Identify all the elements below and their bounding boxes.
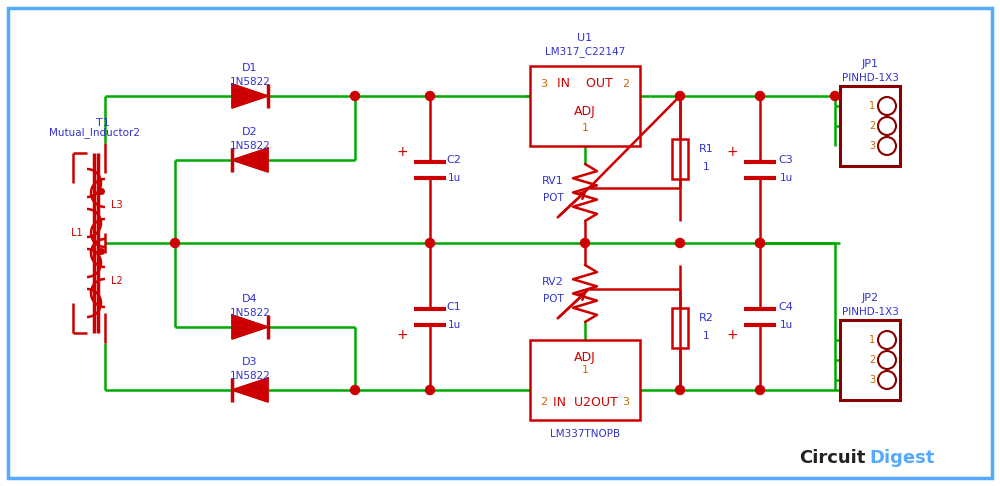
- Text: 1u: 1u: [447, 173, 461, 183]
- Text: RV2: RV2: [542, 277, 564, 287]
- Text: 1N5822: 1N5822: [230, 371, 270, 381]
- Circle shape: [676, 239, 684, 247]
- Circle shape: [426, 91, 434, 101]
- Circle shape: [756, 239, 765, 247]
- Circle shape: [878, 117, 896, 135]
- Circle shape: [351, 91, 360, 101]
- Circle shape: [170, 239, 180, 247]
- Text: Circuit: Circuit: [799, 449, 865, 467]
- Text: +: +: [726, 145, 738, 159]
- Bar: [530, 340, 640, 420]
- Polygon shape: [232, 315, 268, 339]
- Text: RV1: RV1: [542, 176, 564, 186]
- Polygon shape: [232, 148, 268, 172]
- Text: 1N5822: 1N5822: [230, 141, 270, 151]
- Circle shape: [878, 137, 896, 155]
- Text: 2: 2: [869, 121, 875, 131]
- Circle shape: [878, 97, 896, 115]
- Text: 1: 1: [869, 101, 875, 111]
- Text: IN    OUT: IN OUT: [557, 77, 613, 90]
- Polygon shape: [232, 378, 268, 402]
- Text: 2: 2: [622, 79, 630, 89]
- Text: L3: L3: [111, 200, 123, 210]
- Text: C1: C1: [447, 302, 461, 312]
- Circle shape: [351, 385, 360, 395]
- Text: POT: POT: [543, 294, 563, 304]
- Text: R2: R2: [699, 313, 713, 323]
- Text: IN  U2OUT: IN U2OUT: [553, 396, 617, 409]
- Text: ADJ: ADJ: [574, 351, 596, 364]
- Text: 3: 3: [540, 79, 548, 89]
- Text: JP2: JP2: [861, 293, 879, 303]
- Text: L2: L2: [111, 276, 123, 286]
- Text: D2: D2: [242, 127, 258, 137]
- Text: 1u: 1u: [447, 320, 461, 330]
- Circle shape: [756, 385, 765, 395]
- Bar: [840, 320, 900, 400]
- Text: 1u: 1u: [779, 320, 793, 330]
- Text: R1: R1: [699, 144, 713, 154]
- Text: 3: 3: [622, 397, 630, 407]
- Circle shape: [878, 371, 896, 389]
- Circle shape: [878, 331, 896, 349]
- Text: 3: 3: [869, 375, 875, 385]
- Text: +: +: [726, 328, 738, 342]
- Text: C3: C3: [779, 155, 793, 165]
- Text: C2: C2: [447, 155, 461, 165]
- Text: POT: POT: [543, 193, 563, 203]
- Circle shape: [756, 91, 765, 101]
- Text: LM317_C22147: LM317_C22147: [545, 47, 625, 57]
- Circle shape: [580, 239, 590, 247]
- Text: D4: D4: [242, 294, 258, 304]
- Bar: [840, 86, 900, 166]
- Text: PINHD-1X3: PINHD-1X3: [842, 73, 898, 83]
- Text: 1: 1: [582, 123, 588, 133]
- Circle shape: [676, 385, 684, 395]
- Text: 1: 1: [582, 365, 588, 375]
- Text: 2: 2: [540, 397, 548, 407]
- Polygon shape: [232, 84, 268, 108]
- Circle shape: [756, 239, 765, 247]
- Text: +: +: [396, 328, 408, 342]
- Bar: [672, 308, 688, 348]
- Circle shape: [676, 91, 684, 101]
- Circle shape: [426, 385, 434, 395]
- Text: JP1: JP1: [862, 59, 879, 69]
- Text: 1: 1: [703, 162, 709, 172]
- Text: Digest: Digest: [870, 449, 935, 467]
- Bar: [530, 66, 640, 146]
- Text: C4: C4: [779, 302, 793, 312]
- Text: U1: U1: [577, 33, 593, 43]
- Circle shape: [830, 91, 840, 101]
- Text: LM337TNOPB: LM337TNOPB: [550, 429, 620, 439]
- Text: PINHD-1X3: PINHD-1X3: [842, 307, 898, 317]
- Text: 2: 2: [869, 355, 875, 365]
- Text: D1: D1: [242, 63, 258, 73]
- Text: T1: T1: [96, 118, 110, 128]
- Text: 1: 1: [869, 335, 875, 345]
- Text: 1N5822: 1N5822: [230, 77, 270, 87]
- Circle shape: [878, 351, 896, 369]
- Bar: [672, 139, 688, 179]
- Text: ADJ: ADJ: [574, 104, 596, 118]
- Text: 1: 1: [703, 331, 709, 341]
- Text: D3: D3: [242, 357, 258, 367]
- Text: Mutual_Inductor2: Mutual_Inductor2: [50, 127, 140, 139]
- Text: 1N5822: 1N5822: [230, 308, 270, 318]
- Text: 3: 3: [869, 141, 875, 151]
- Text: 1u: 1u: [779, 173, 793, 183]
- Text: +: +: [396, 145, 408, 159]
- Text: L1: L1: [71, 228, 83, 238]
- Circle shape: [426, 239, 434, 247]
